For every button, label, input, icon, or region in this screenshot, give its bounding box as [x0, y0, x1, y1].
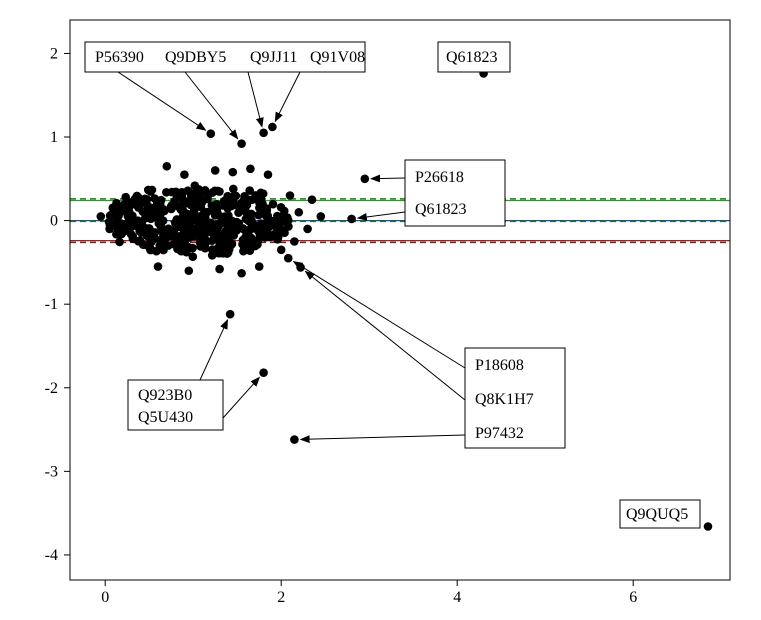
- scatter-plot: 0 2 4 6 -4 -3 -2 -1 0 1 2 P56390 Q9DBY5 Q9JJ11 Q91V08 Q…: [0, 0, 761, 620]
- label-text: Q9JJ11: [250, 49, 297, 66]
- point-P18608: [284, 254, 293, 263]
- label-text: Q61823: [415, 201, 467, 218]
- label-text: Q9QUQ5: [626, 506, 688, 523]
- point-P56390: [207, 129, 216, 138]
- label-text: Q9DBY5: [165, 49, 226, 66]
- point-P26618: [361, 175, 370, 184]
- point-Q9QUQ5: [704, 522, 713, 531]
- point-Q5U430: [259, 368, 268, 377]
- label-arrow: [371, 178, 405, 179]
- x-tick-label: 6: [629, 589, 637, 606]
- y-tick-label: 1: [50, 129, 58, 146]
- label-text: Q8K1H7: [475, 391, 534, 408]
- y-tick-label: 0: [50, 213, 58, 230]
- point-Q923B0: [226, 310, 235, 319]
- point-Q91V08: [268, 123, 277, 132]
- point-Q9JJ11: [259, 129, 268, 138]
- y-tick-label: -1: [45, 296, 58, 313]
- y-tick-label: 2: [50, 45, 58, 62]
- y-tick-label: -4: [45, 547, 58, 564]
- point-Q9DBY5: [237, 139, 246, 148]
- label-text: Q923B0: [138, 387, 192, 404]
- point-P97432: [290, 435, 299, 444]
- y-tick-label: -3: [45, 463, 58, 480]
- label-text: Q61823: [446, 49, 498, 66]
- label-text: P18608: [475, 357, 524, 374]
- label-text: Q91V08: [310, 49, 365, 66]
- label-text: P26618: [415, 169, 464, 186]
- label-text: Q5U430: [138, 409, 193, 426]
- label-text: P56390: [95, 49, 144, 66]
- label-text: P97432: [475, 425, 524, 442]
- x-tick-label: 0: [101, 589, 109, 606]
- x-tick-label: 4: [453, 589, 461, 606]
- point-Q61823_lo: [347, 215, 356, 224]
- x-tick-label: 2: [277, 589, 285, 606]
- y-tick-label: -2: [45, 380, 58, 397]
